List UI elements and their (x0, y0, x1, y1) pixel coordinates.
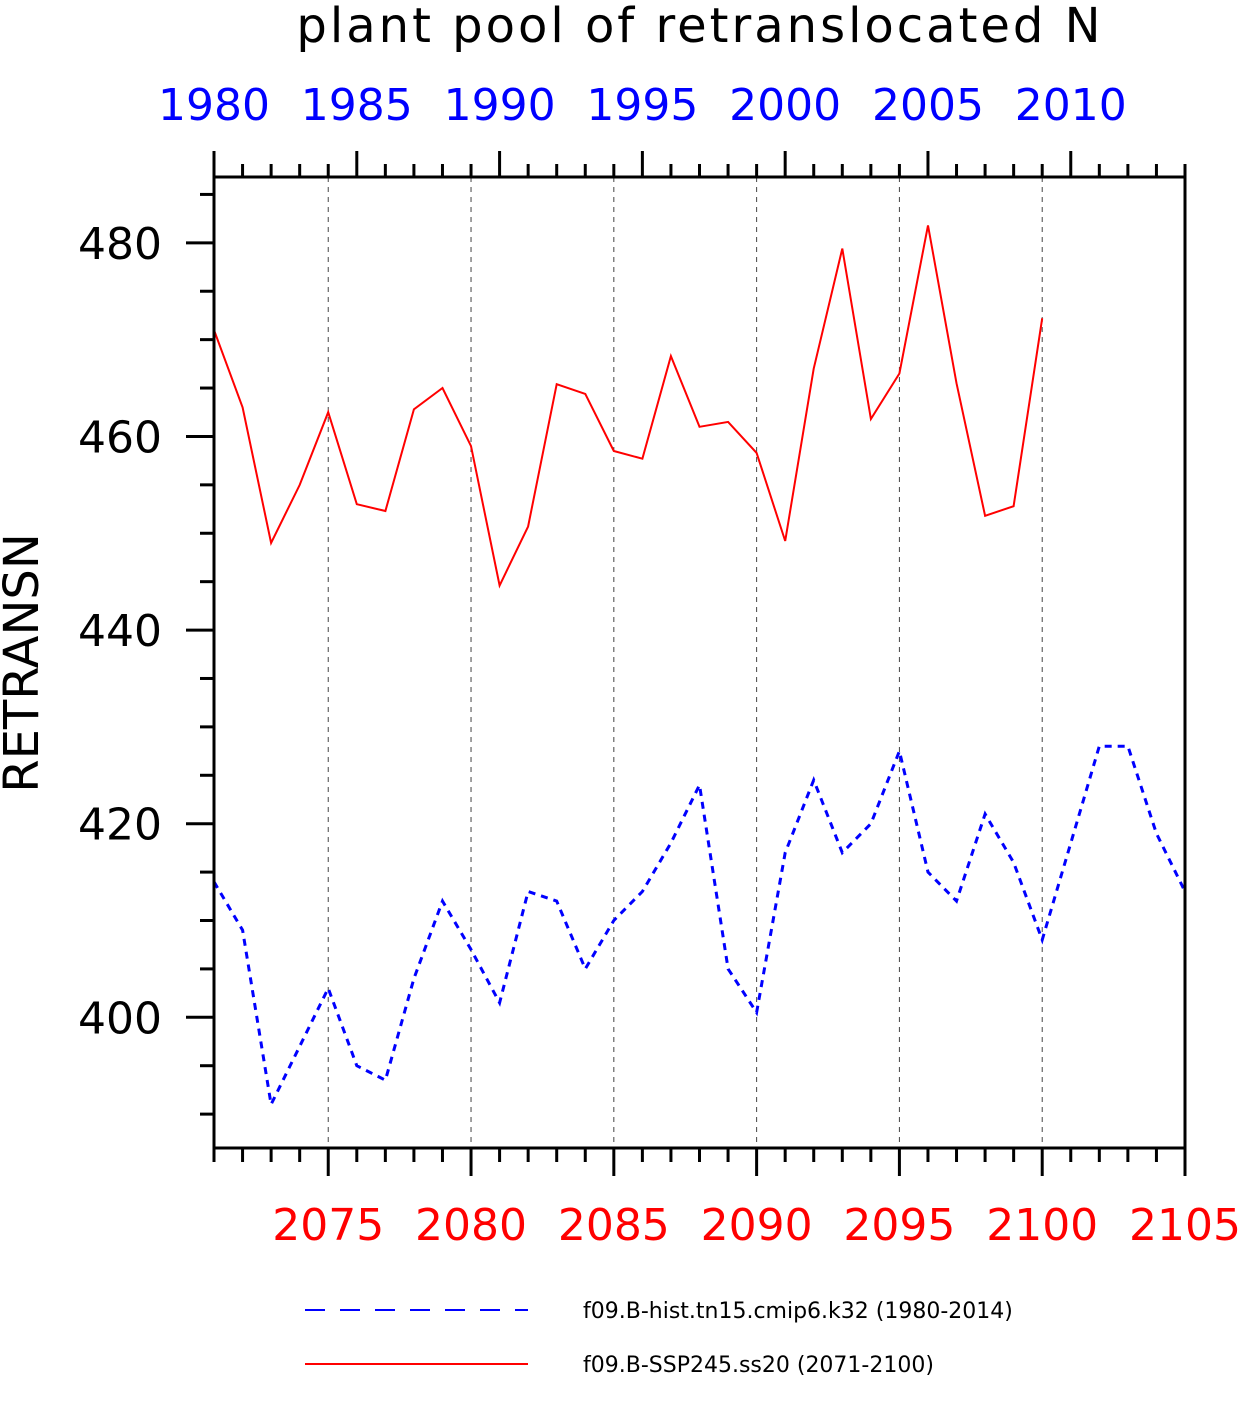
bottom-tick-label-2080: 2080 (415, 1200, 527, 1251)
top-tick-label-1985: 1985 (301, 80, 413, 131)
top-tick-label-2005: 2005 (872, 80, 984, 131)
series-line-0 (212, 744, 1187, 1110)
bottom-tick-label-2100: 2100 (986, 1200, 1098, 1251)
bottom-tick-label-2090: 2090 (701, 1200, 813, 1251)
top-tick-label-1995: 1995 (586, 80, 698, 131)
y-tick-label-440: 440 (78, 606, 162, 657)
bottom-tick-label-2105: 2105 (1129, 1200, 1241, 1251)
chart-title: plant pool of retranslocated N (296, 0, 1103, 54)
plot-frame (212, 175, 1187, 1150)
top-tick-label-1980: 1980 (158, 80, 270, 131)
y-axis-title: RETRANSN (0, 533, 50, 793)
top-tick-label-2010: 2010 (1015, 80, 1127, 131)
tick-labels: 2075 2080 2085 2090 2095 2100 2105 1980 1985 1990… (78, 80, 1241, 1251)
legend-label-hist: f09.B-hist.tn15.cmip6.k32 (1980-2014) (583, 1299, 1013, 1324)
series-line-1 (213, 225, 1044, 589)
bottom-tick-label-2075: 2075 (272, 1200, 384, 1251)
y-tick-label-400: 400 (78, 993, 162, 1044)
top-tick-label-2000: 2000 (729, 80, 841, 131)
top-tick-label-1990: 1990 (444, 80, 556, 131)
y-tick-label-420: 420 (78, 800, 162, 851)
legend: f09.B-hist.tn15.cmip6.k32 (1980-2014) f0… (305, 1299, 1013, 1378)
y-tick-label-460: 460 (78, 412, 162, 463)
bottom-tick-label-2085: 2085 (558, 1200, 670, 1251)
axis-ticks (186, 151, 1187, 1176)
series-lines (212, 225, 1187, 1110)
y-tick-label-480: 480 (78, 219, 162, 270)
bottom-tick-label-2095: 2095 (843, 1200, 955, 1251)
grid-lines (327, 177, 1043, 1148)
legend-label-ssp: f09.B-SSP245.ss20 (2071-2100) (583, 1353, 934, 1378)
